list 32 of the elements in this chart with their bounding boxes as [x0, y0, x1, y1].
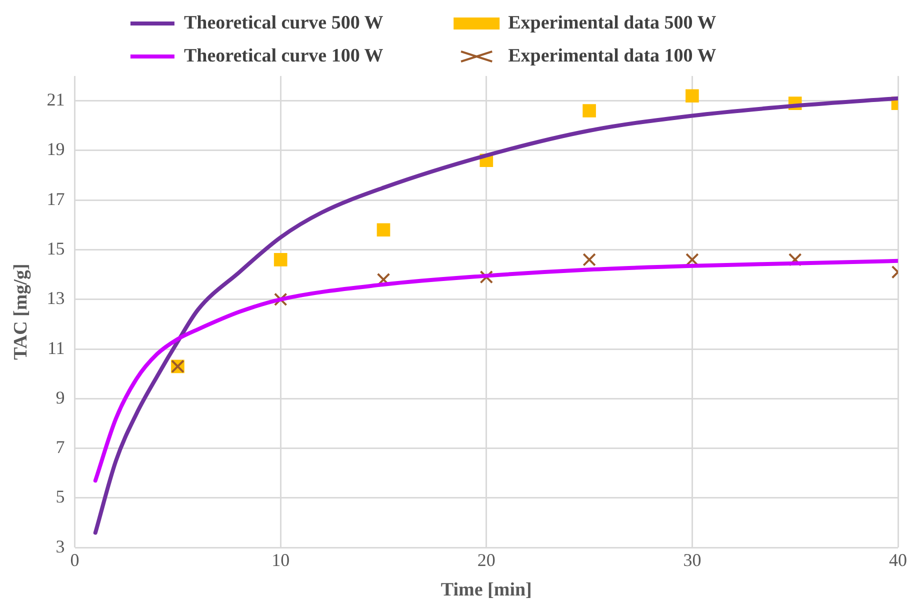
x-tick-label: 0: [70, 550, 80, 570]
point: [582, 104, 596, 118]
point: [480, 270, 494, 284]
y-tick-label: 5: [56, 486, 65, 507]
point: [788, 253, 802, 266]
x-tick-label: 10: [272, 550, 290, 570]
x-tick-label: 30: [683, 550, 702, 570]
legend-label: Theoretical curve 500 W: [184, 12, 440, 34]
point: [274, 292, 288, 306]
y-tick-label: 3: [56, 536, 65, 556]
y-tick-label: 7: [56, 437, 65, 458]
y-tick-label: 15: [46, 238, 65, 258]
y-tick-label: 17: [46, 188, 65, 209]
point: [376, 223, 390, 237]
legend-label: Experimental data 500 W: [508, 12, 774, 34]
y-tick-label: 21: [46, 90, 65, 110]
point: [274, 253, 288, 266]
legend-label: Experimental data 100 W: [508, 45, 774, 66]
y-axis-title: TAC [mg/g]: [10, 264, 32, 360]
x-tick-label: 40: [889, 550, 907, 570]
line-series: [93, 96, 898, 535]
legend-label: Theoretical curve 100 W: [184, 45, 440, 66]
y-tick-label: 19: [46, 139, 65, 160]
x-axis-title: Time [min]: [440, 580, 532, 601]
y-tick-label: 11: [47, 338, 65, 358]
point: [582, 253, 596, 266]
line-series: [93, 258, 898, 483]
point: [686, 253, 699, 266]
y-tick-label: 13: [46, 288, 65, 308]
y-tick-label: 9: [56, 387, 65, 408]
point: [686, 89, 699, 103]
x-tick-label: 20: [477, 550, 496, 570]
